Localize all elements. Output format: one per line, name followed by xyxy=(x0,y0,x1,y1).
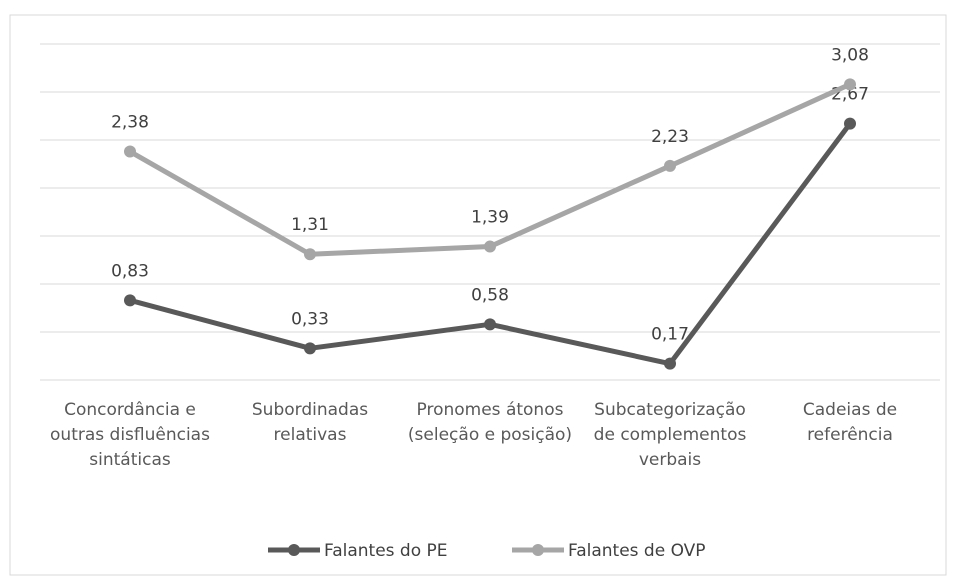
legend-label: Falantes do PE xyxy=(324,541,448,561)
x-tick-label: Concordância e outras disfluências sintá… xyxy=(50,400,210,470)
point xyxy=(484,240,496,253)
legend-marker xyxy=(532,544,544,556)
point xyxy=(484,318,496,331)
point xyxy=(124,294,136,307)
point xyxy=(664,357,676,370)
data-label: 2,38 xyxy=(111,113,149,133)
data-label: 0,17 xyxy=(651,325,689,345)
chart-border xyxy=(9,14,947,576)
data-label: 1,39 xyxy=(471,208,509,228)
point xyxy=(304,342,316,355)
point xyxy=(124,145,136,158)
legend-marker xyxy=(288,544,300,556)
legend-label: Falantes de OVP xyxy=(568,541,706,561)
data-label: 0,58 xyxy=(471,285,509,305)
data-label: 0,83 xyxy=(111,261,149,281)
x-tick-label: Pronomes átonos (seleção e posição) xyxy=(407,400,573,445)
data-label: 3,08 xyxy=(831,45,869,65)
point xyxy=(844,78,856,91)
x-tick-label: Subordinadas relativas xyxy=(251,400,369,445)
data-label: 1,31 xyxy=(291,215,329,235)
point xyxy=(304,248,316,261)
point xyxy=(844,117,856,130)
data-label: 2,23 xyxy=(651,127,689,147)
x-tick-label: Subcategorização de complementos verbais xyxy=(593,400,747,470)
x-tick-label: Cadeias de referência xyxy=(802,400,898,445)
point xyxy=(664,159,676,172)
data-label: 0,33 xyxy=(291,309,329,329)
